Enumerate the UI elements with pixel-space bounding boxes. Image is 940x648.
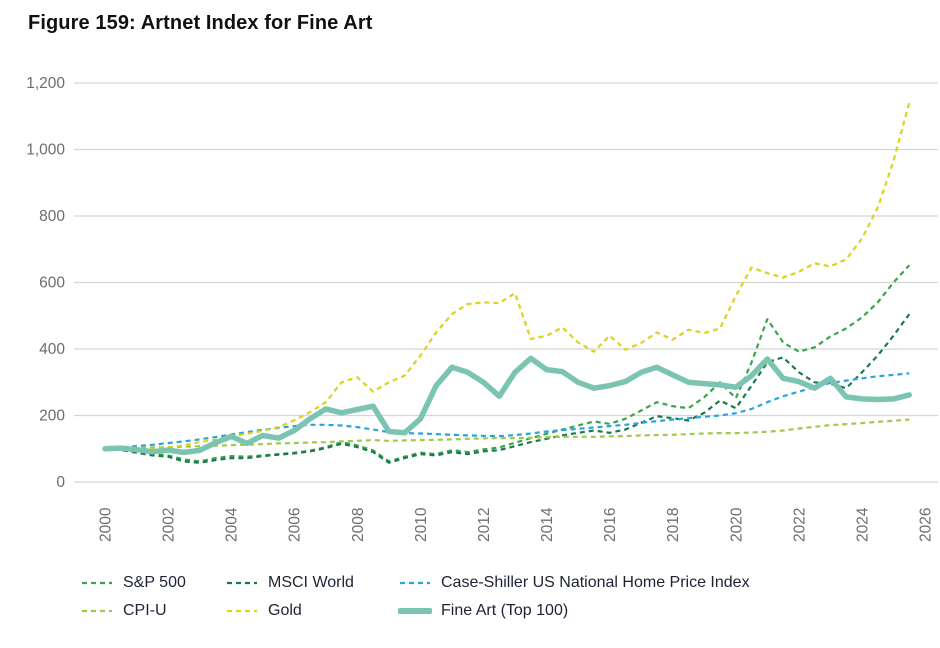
figure-title: Figure 159: Artnet Index for Fine Art [28,12,373,34]
legend-label-gold: Gold [268,602,302,619]
x-axis-label: 2020 [728,507,745,542]
y-axis-label: 1,200 [26,75,65,92]
y-axis-label: 1,000 [26,142,65,159]
legend-label-sp500: S&P 500 [123,574,186,591]
x-axis-label: 2014 [539,507,556,542]
legend-item-fine-art: Fine Art (Top 100) [398,602,568,620]
legend-swatch-dashed-icon [400,581,430,585]
legend-label-cpi-u: CPI-U [123,602,167,619]
x-axis-label: 2006 [287,508,304,542]
x-axis-label: 2018 [665,508,682,542]
x-axis-label: 2008 [350,508,367,542]
x-axis-label: 2000 [98,507,115,542]
y-axis-label: 800 [39,208,65,225]
legend-item-sp500: S&P 500 [80,574,186,592]
x-axis-label: 2010 [413,507,430,542]
legend-label-fine-art: Fine Art (Top 100) [441,602,569,619]
legend-swatch-solid-icon [398,608,432,614]
series-line-gold [104,102,911,452]
y-axis-label: 600 [39,275,65,292]
x-axis-label: 2026 [918,508,935,542]
x-axis-label: 2002 [161,508,178,542]
x-axis-label: 2024 [854,507,871,542]
y-axis-label: 400 [39,341,65,358]
legend-swatch-dashed-icon [82,581,112,585]
x-axis-label: 2012 [476,508,493,542]
legend-item-gold: Gold [225,602,302,620]
line-chart: 0 200 400 600 800 1,000 1,200 2000 2002 2004 2006 2… [26,75,938,542]
series-line-msci-world [104,313,911,464]
y-axis-label: 0 [56,474,65,491]
legend-swatch-dashed-icon [227,609,257,613]
series-line-cpi-u [104,418,910,450]
legend-label-case-shiller: Case-Shiller US National Home Price Inde… [441,574,750,591]
series-line-fine-art-top-100 [102,355,913,456]
legend-label-msci-world: MSCI World [268,574,354,591]
legend-swatch-dashed-icon [227,581,257,585]
x-axis-label: 2004 [224,507,241,542]
y-axis-label: 200 [39,408,65,425]
legend-item-msci-world: MSCI World [225,574,354,592]
x-axis-label: 2022 [791,508,808,542]
legend-item-cpi-u: CPI-U [80,602,167,620]
legend-swatch-dashed-icon [82,609,112,613]
x-axis-label: 2016 [602,508,619,542]
series-line-case-shiller-us-national-home-price-index [104,372,910,450]
series-line-s-p-500 [104,264,911,463]
legend-item-case-shiller: Case-Shiller US National Home Price Inde… [398,574,750,592]
